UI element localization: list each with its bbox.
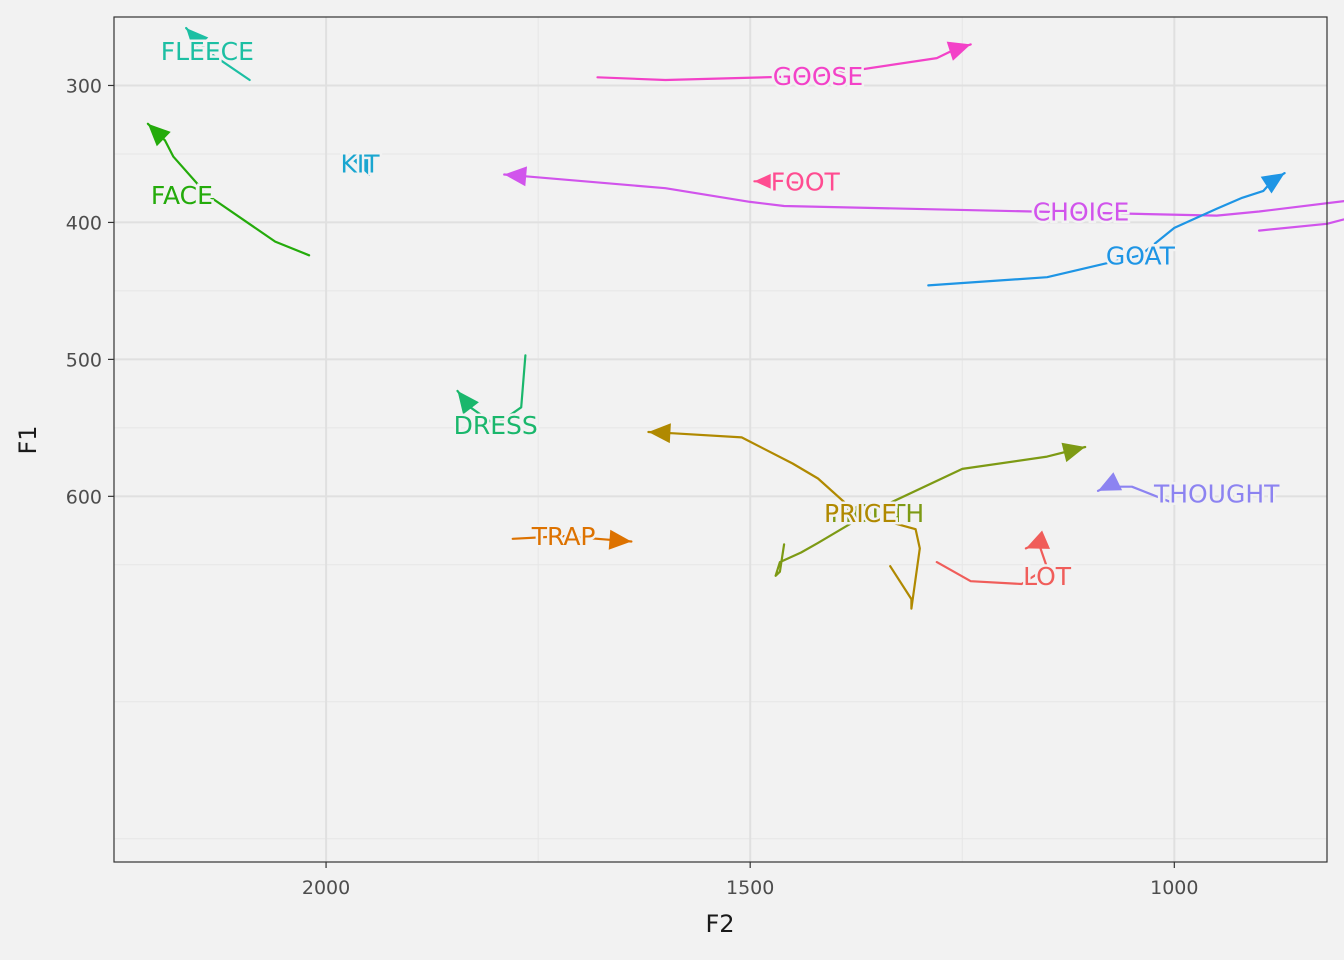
- y-tick-label: 300: [66, 75, 102, 97]
- series-label-price: PRICE: [824, 499, 897, 528]
- y-tick-label: 500: [66, 349, 102, 371]
- series-label-dress: DRESS: [454, 411, 538, 440]
- series-label-kit: KIT: [340, 150, 380, 179]
- series-label-fleece: FLEECE: [161, 37, 254, 66]
- x-tick-label: 1000: [1150, 877, 1198, 899]
- y-axis-title: F1: [14, 425, 42, 454]
- series-label-lot: LOT: [1023, 562, 1072, 591]
- y-tick-label: 600: [66, 486, 102, 508]
- plot-panel: [114, 17, 1327, 862]
- series-label-goat: GOAT: [1106, 241, 1176, 270]
- series-label-thought: THOUGHT: [1153, 480, 1280, 509]
- series-label-face: FACE: [151, 181, 213, 210]
- x-tick-label: 1500: [726, 877, 774, 899]
- y-tick-label: 400: [66, 212, 102, 234]
- series-label-foot: FOOT: [771, 167, 841, 196]
- x-axis-title: F2: [705, 910, 734, 938]
- series-label-choice: CHOICE: [1033, 198, 1130, 227]
- series-label-trap: TRAP: [531, 522, 596, 551]
- x-tick-label: 2000: [302, 877, 350, 899]
- series-label-goose: GOOSE: [773, 62, 863, 91]
